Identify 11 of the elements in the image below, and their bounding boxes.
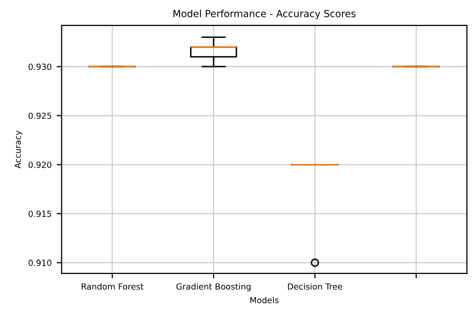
x-tick-label: Random Forest [82,283,144,290]
y-axis-title: Accuracy [14,130,22,168]
chart-title: Model Performance - Accuracy Scores [174,10,356,20]
y-tick-label: 0.915 [28,210,52,217]
y-tick-label: 0.910 [28,260,52,266]
y-tick-label: 0.930 [28,64,52,70]
x-axis-title: Models [250,296,279,304]
y-tick-label: 0.925 [28,112,52,119]
x-tick-label: Gradient Boosting [176,283,251,292]
x-tick-label: Decision Tree [288,283,342,290]
y-tick-label: 0.920 [28,162,52,168]
